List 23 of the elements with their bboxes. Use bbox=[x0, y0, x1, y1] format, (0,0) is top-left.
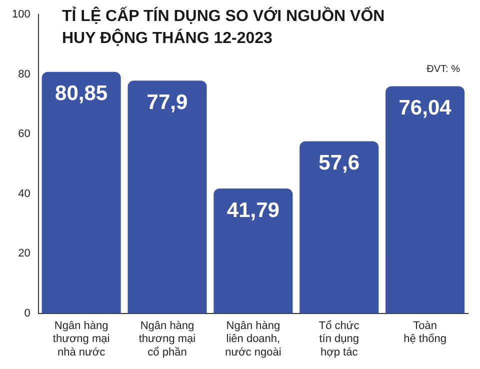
x-tick-label: Ngân hàng thương mại cổ phần bbox=[138, 320, 196, 358]
y-tick-label: 0 bbox=[24, 307, 30, 320]
x-tick-label: Ngân hàng thương mại nhà nước bbox=[52, 320, 110, 358]
y-tick-label: 80 bbox=[18, 68, 30, 80]
bar bbox=[128, 80, 207, 314]
bar bbox=[386, 86, 465, 314]
x-tick-label: Toàn hệ thống bbox=[404, 320, 446, 346]
y-tick-label: 40 bbox=[18, 188, 30, 200]
data-label: 41,79 bbox=[226, 198, 280, 222]
data-label: 76,04 bbox=[398, 96, 452, 120]
y-tick-label: 20 bbox=[18, 248, 30, 260]
x-tick-label: Tổ chức tín dụng hợp tác bbox=[318, 320, 360, 358]
y-tick-label: 100 bbox=[12, 8, 30, 21]
bar bbox=[300, 141, 379, 314]
data-label: 80,85 bbox=[55, 82, 108, 106]
chart-title: TỈ LỆ CẤP TÍN DỤNG SO VỚI NGUỒN VỐN HUY ĐỘNG THÁNG 12-2023 bbox=[62, 6, 385, 49]
annotation: ĐVT: % bbox=[426, 64, 460, 75]
data-label: 57,6 bbox=[318, 152, 360, 175]
bar bbox=[214, 188, 293, 314]
x-tick-label: Ngân hàng liên doanh, nước ngoài bbox=[225, 320, 282, 358]
bar bbox=[42, 72, 121, 314]
data-label: 77,9 bbox=[146, 90, 188, 114]
y-tick-label: 60 bbox=[18, 128, 30, 140]
